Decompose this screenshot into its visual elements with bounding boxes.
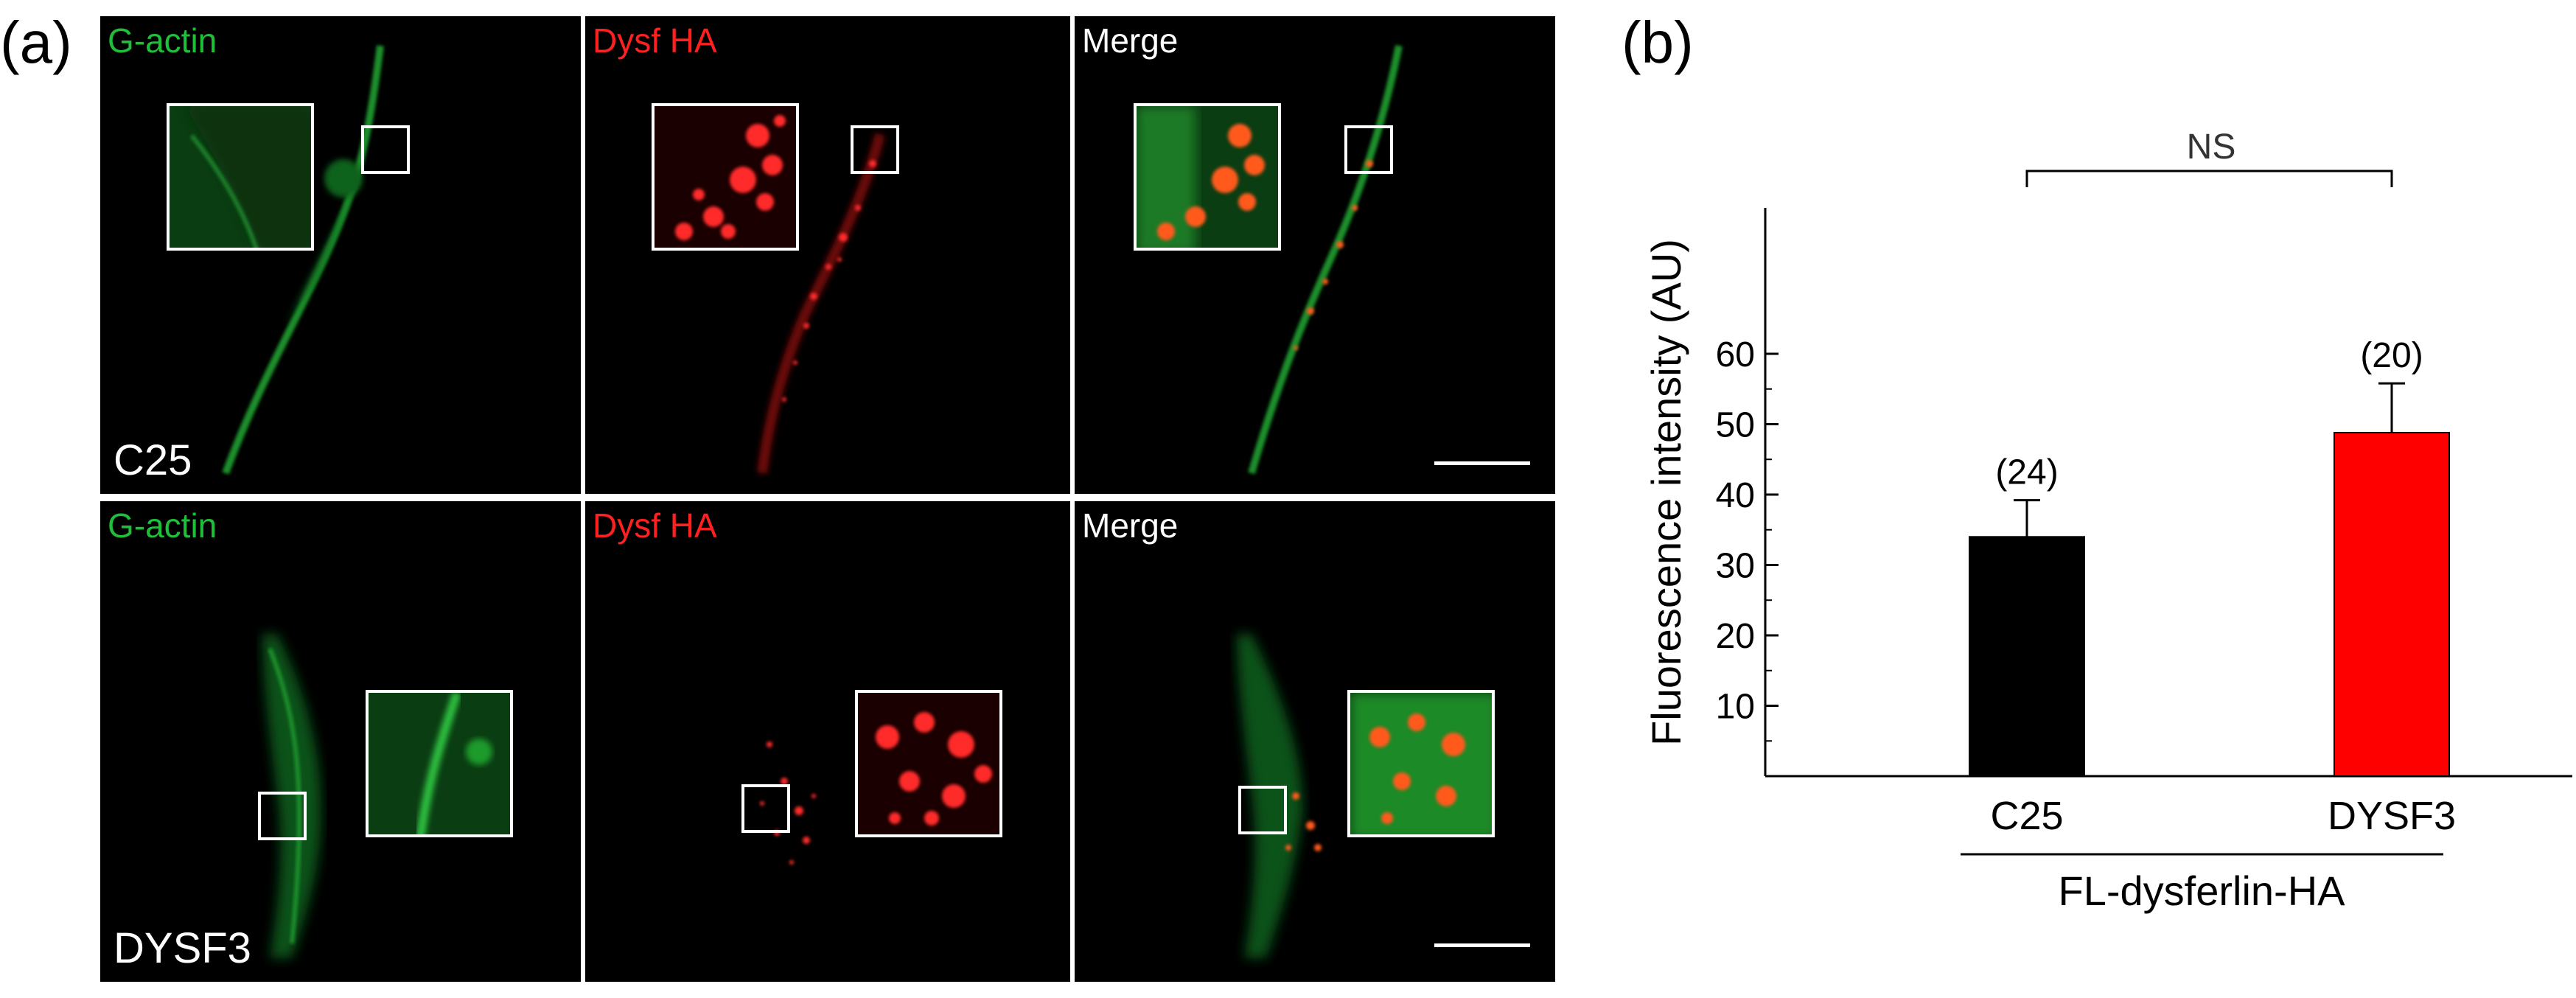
cell-image-c25-merge	[1248, 45, 1403, 475]
panel-a-label: (a)	[0, 10, 72, 75]
cell-line-label-dysf3: DYSF3	[114, 924, 251, 972]
bar-chart: Fluorescence intensity (AU) FL-dysferlin…	[1643, 128, 2572, 914]
micrograph-dysf3-merge: Merge	[1075, 501, 1555, 982]
micrograph-c25-gactin: G-actin C25	[100, 16, 581, 494]
sample-size-label: (20)	[2360, 336, 2423, 375]
micrograph-dysf3-gactin: G-actin DYSF3	[100, 501, 581, 982]
micrograph-c25-dysfha: Dysf HA	[585, 16, 1070, 494]
group-label: FL-dysferlin-HA	[2059, 868, 2346, 914]
cell-image-dysf3-gactin	[262, 634, 321, 958]
x-tick-label: C25	[1990, 794, 2063, 838]
y-tick-label: 60	[1716, 335, 1755, 374]
zoom-roi-box	[361, 125, 410, 174]
zoom-roi-box	[258, 792, 307, 840]
channel-label-merge: Merge	[1082, 21, 1179, 60]
zoom-inset	[1134, 103, 1281, 251]
significance-label: NS	[2187, 128, 2236, 167]
zoom-roi-box	[1238, 786, 1287, 834]
zoom-inset	[855, 690, 1002, 837]
significance-bracket	[2025, 170, 2393, 187]
channel-label-gactin: G-actin	[108, 506, 217, 545]
x-tick-label: DYSF3	[2328, 794, 2456, 838]
zoom-inset	[652, 103, 799, 251]
channel-label-merge: Merge	[1082, 506, 1179, 545]
micrograph-dysf3-dysfha: Dysf HA	[585, 501, 1070, 982]
zoom-roi-box	[851, 125, 899, 174]
y-tick-label: 20	[1716, 617, 1755, 656]
channel-label-dysfha: Dysf HA	[593, 21, 717, 60]
panel-b-label: (b)	[1622, 10, 1694, 75]
channel-label-gactin: G-actin	[108, 21, 217, 60]
cell-line-label-c25: C25	[114, 436, 192, 484]
y-tick-label: 30	[1716, 547, 1755, 586]
y-tick-label: 10	[1716, 688, 1755, 727]
channel-label-dysfha: Dysf HA	[593, 506, 717, 545]
scale-bar	[1434, 943, 1530, 947]
sample-size-label: (24)	[1995, 453, 2058, 492]
zoom-roi-box	[1344, 125, 1393, 174]
bar-dysf3	[2334, 431, 2450, 778]
zoom-inset	[1347, 690, 1495, 837]
bar-c25	[1969, 536, 2085, 777]
scale-bar	[1434, 461, 1530, 465]
cell-image-c25-dysfha	[757, 133, 885, 474]
zoom-inset	[167, 103, 314, 251]
y-axis-label: Fluorescence intensity (AU)	[1643, 239, 1689, 746]
y-tick-label: 40	[1716, 476, 1755, 515]
zoom-roi-box	[741, 784, 790, 833]
zoom-inset	[366, 690, 513, 837]
y-tick-label: 50	[1716, 406, 1755, 445]
cell-image-c25-gactin	[222, 45, 384, 475]
micrograph-c25-merge: Merge	[1075, 16, 1555, 494]
cell-image-dysf3-merge	[1237, 634, 1322, 958]
